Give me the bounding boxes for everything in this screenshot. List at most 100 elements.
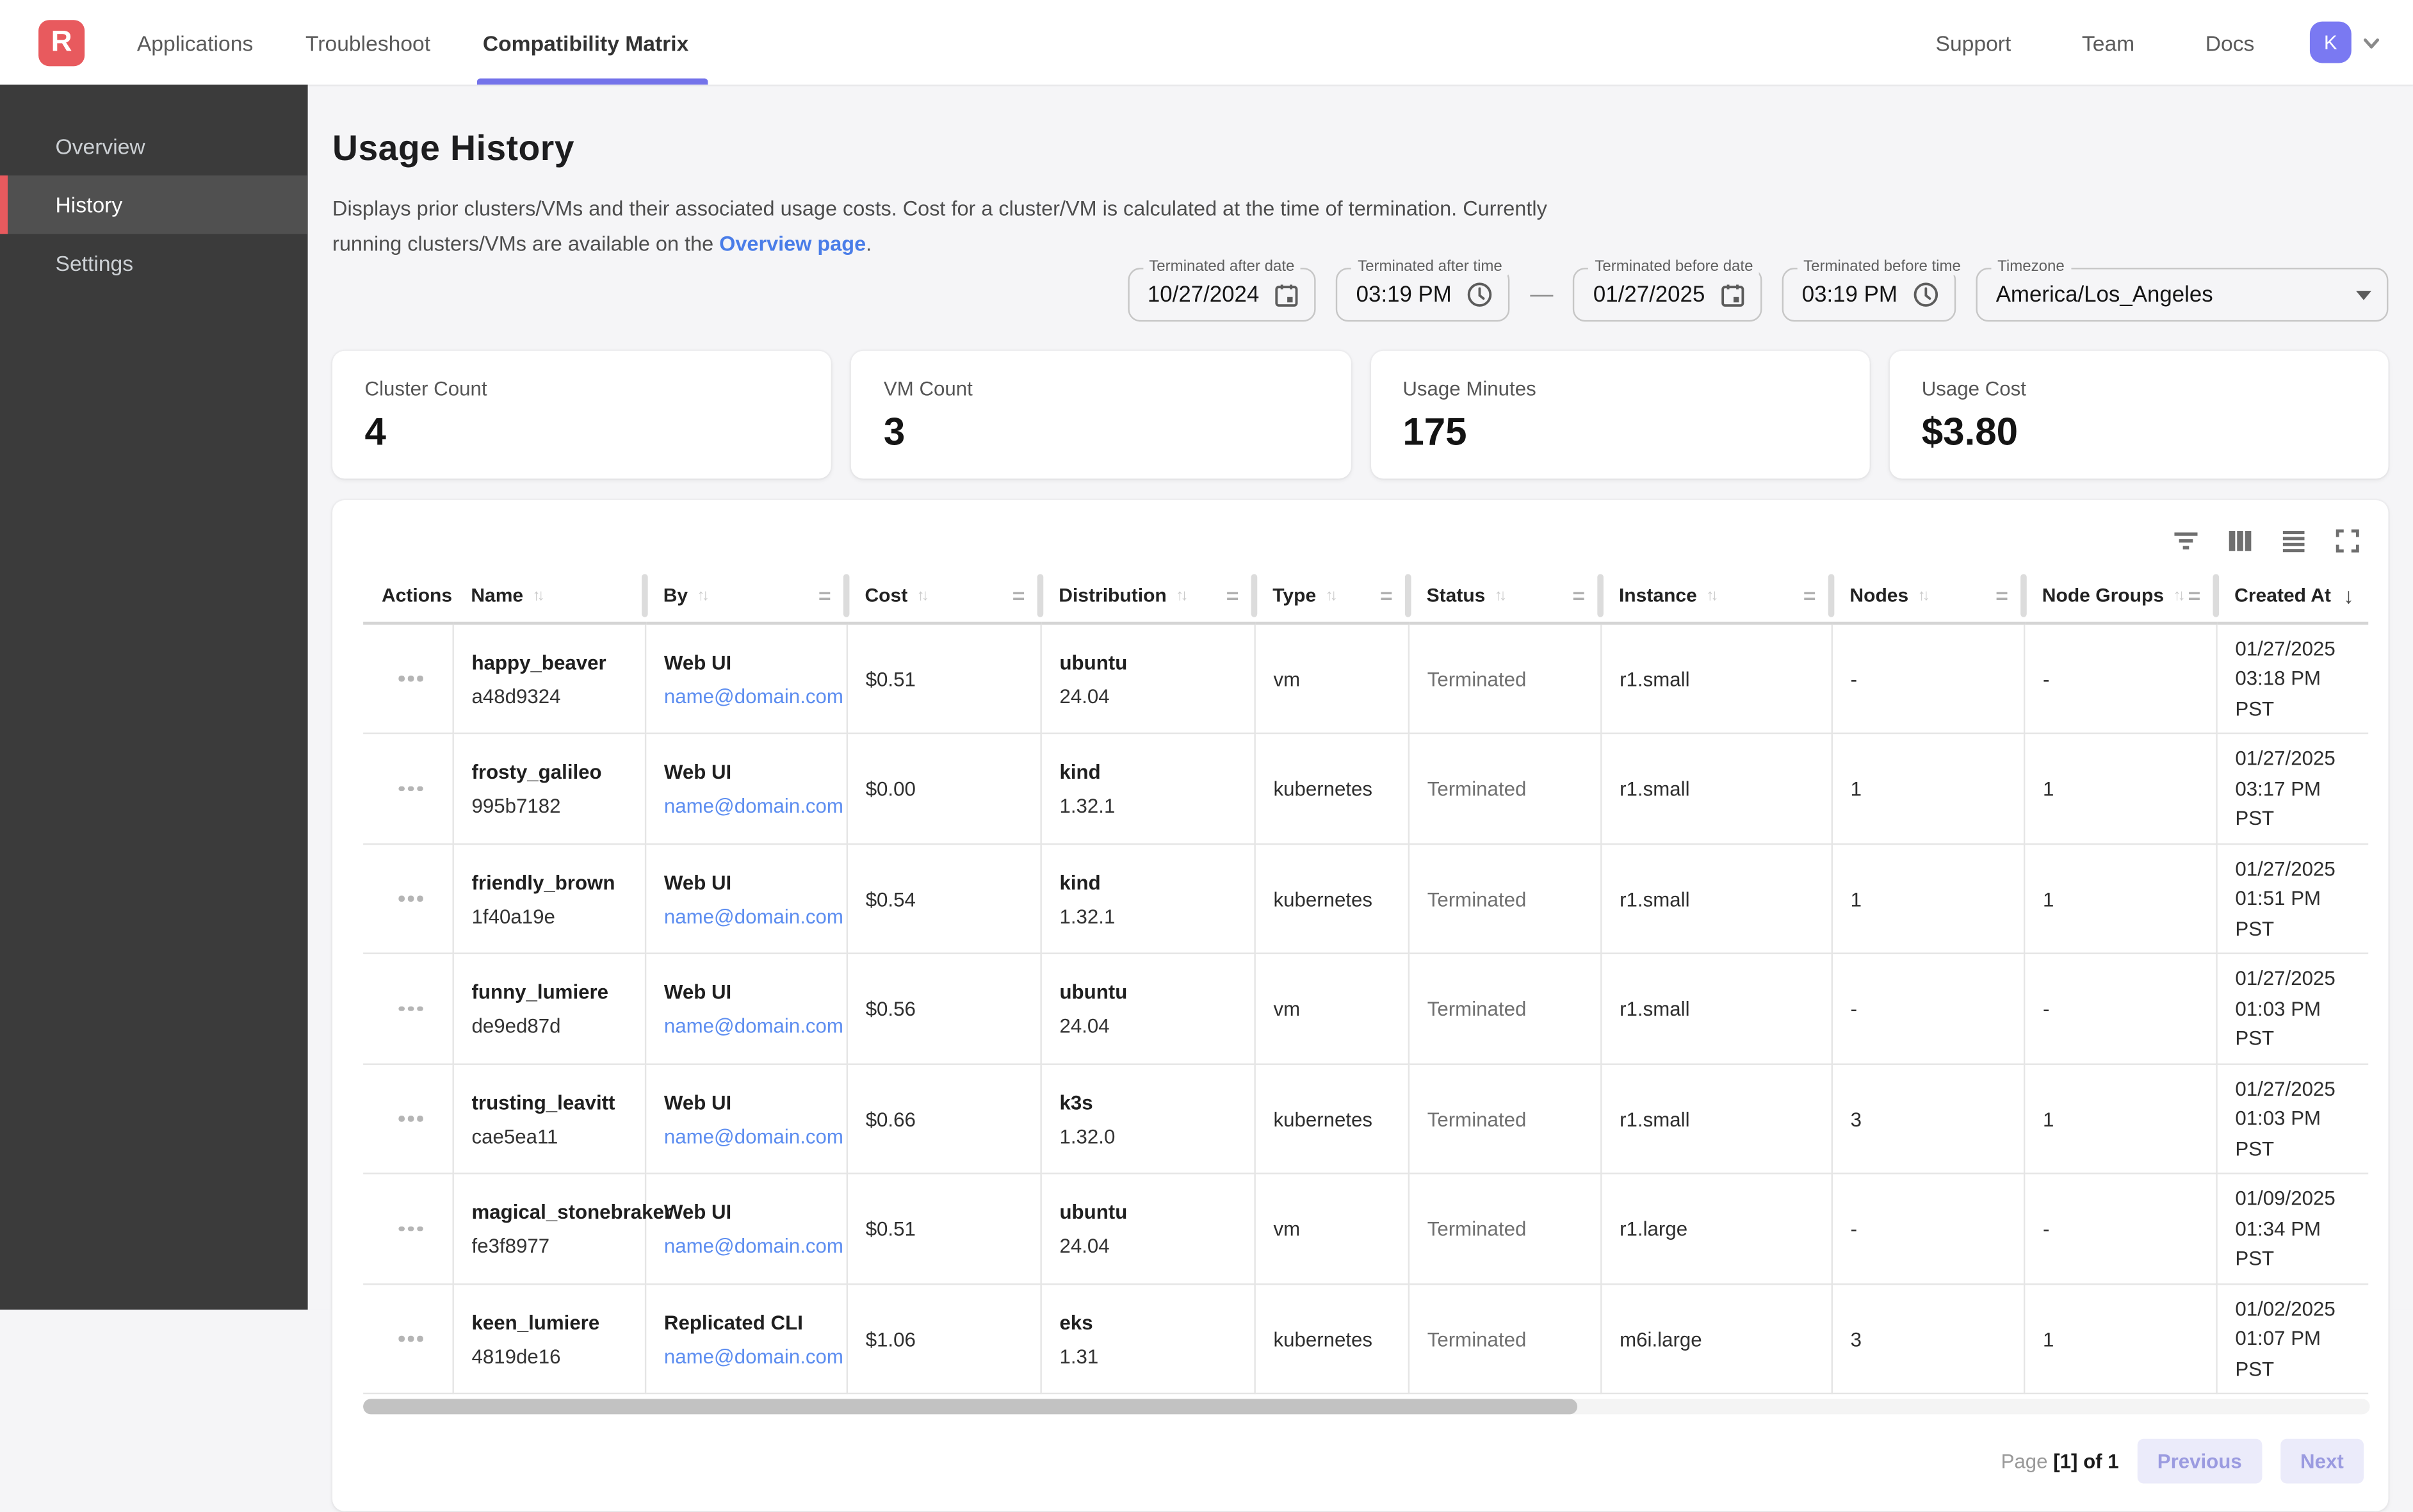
fullscreen-icon[interactable]: [2327, 521, 2366, 561]
sort-icon[interactable]: ↑↓: [697, 588, 706, 605]
date-range-separator: —: [1530, 282, 1553, 308]
replicated-logo[interactable]: R: [38, 19, 85, 65]
team-link[interactable]: Team: [2082, 30, 2134, 54]
sort-icon[interactable]: ↑↓: [1326, 588, 1335, 605]
node-groups-cell: 1: [2024, 1284, 2216, 1394]
terminated-after-date-field[interactable]: Terminated after date 10/27/2024: [1128, 268, 1317, 321]
timezone-select[interactable]: Timezone America/Los_Angeles: [1976, 268, 2388, 321]
column-drag-handle-icon[interactable]: =: [1012, 584, 1031, 608]
nodes-cell: 1: [1832, 734, 2024, 844]
status-cell: Terminated: [1408, 1064, 1600, 1174]
scrollbar-thumb[interactable]: [363, 1399, 1577, 1415]
support-link[interactable]: Support: [1936, 30, 2011, 54]
by-cell: Web UIname@domain.com: [645, 954, 847, 1064]
nodes-cell: -: [1832, 1174, 2024, 1284]
docs-link[interactable]: Docs: [2206, 30, 2255, 54]
column-drag-handle-icon[interactable]: =: [818, 584, 837, 608]
page-description: Displays prior clusters/VMs and their as…: [332, 192, 1563, 263]
terminated-after-time-field[interactable]: Terminated after time 03:19 PM: [1336, 268, 1510, 321]
status-cell: Terminated: [1408, 734, 1600, 844]
cluster-id: de9ed87d: [472, 1014, 632, 1037]
calendar-icon[interactable]: [1274, 282, 1299, 307]
cluster-count-value: 4: [365, 411, 799, 455]
type-cell: vm: [1254, 1174, 1408, 1284]
cluster-id: 1f40a19e: [472, 904, 632, 927]
column-drag-handle-icon[interactable]: =: [2188, 584, 2207, 608]
terminated-after-time-value[interactable]: 03:19 PM: [1356, 282, 1452, 307]
type-cell: kubernetes: [1254, 1284, 1408, 1394]
row-actions-button[interactable]: [382, 1226, 439, 1232]
next-page-button[interactable]: Next: [2280, 1440, 2364, 1484]
user-avatar[interactable]: K: [2310, 22, 2352, 63]
created-by-email-link[interactable]: name@domain.com: [664, 1344, 843, 1367]
created-by-source: Web UI: [664, 1091, 833, 1114]
row-density-icon[interactable]: [2273, 521, 2312, 561]
instance-cell: r1.small: [1600, 954, 1831, 1064]
column-drag-handle-icon[interactable]: =: [1226, 584, 1245, 608]
created-by-email-link[interactable]: name@domain.com: [664, 1014, 843, 1037]
row-actions-button[interactable]: [382, 676, 439, 681]
row-actions-button[interactable]: [382, 1337, 439, 1342]
tab-applications[interactable]: Applications: [137, 0, 293, 85]
created-by-email-link[interactable]: name@domain.com: [664, 1125, 843, 1148]
sidebar-item-settings[interactable]: Settings: [0, 234, 308, 292]
terminated-before-date-field[interactable]: Terminated before date 01/27/2025: [1573, 268, 1762, 321]
sort-icon[interactable]: ↑↓: [917, 588, 926, 605]
node-groups-cell: 1: [2024, 1064, 2216, 1174]
stat-card-usage-cost: Usage Cost $3.80: [1889, 351, 2388, 478]
cluster-id: a48d9324: [472, 684, 632, 707]
sort-icon[interactable]: ↑↓: [1706, 588, 1715, 605]
created-by-email-link[interactable]: name@domain.com: [664, 1235, 843, 1258]
cluster-name: friendly_brown: [472, 870, 632, 893]
status-cell: Terminated: [1408, 844, 1600, 954]
show-hide-columns-icon[interactable]: [2219, 521, 2259, 561]
sort-icon[interactable]: ↑↓: [533, 588, 542, 605]
sort-icon[interactable]: ↑↓: [1176, 588, 1185, 605]
sidebar-item-overview[interactable]: Overview: [0, 117, 308, 175]
calendar-icon[interactable]: [1720, 282, 1744, 307]
tab-compatibility-matrix[interactable]: Compatibility Matrix: [483, 0, 729, 85]
row-actions-button[interactable]: [382, 1116, 439, 1121]
terminated-before-time-field[interactable]: Terminated before time 03:19 PM: [1782, 268, 1956, 321]
table-row: trusting_leavittcae5ea11 Web UIname@doma…: [363, 1064, 2368, 1174]
column-drag-handle-icon[interactable]: =: [1803, 584, 1822, 608]
created-by-source: Web UI: [664, 870, 833, 893]
filter-icon[interactable]: [2165, 521, 2205, 561]
overview-page-link[interactable]: Overview page: [719, 232, 866, 256]
top-navigation: R Applications Troubleshoot Compatibilit…: [0, 0, 2413, 85]
column-drag-handle-icon[interactable]: =: [1380, 584, 1399, 608]
column-drag-handle-icon[interactable]: =: [1995, 584, 2014, 608]
cost-cell: $0.54: [847, 844, 1041, 954]
actions-cell: [363, 1284, 452, 1394]
clock-icon[interactable]: [1913, 282, 1939, 308]
previous-page-button[interactable]: Previous: [2138, 1440, 2262, 1484]
node-groups-cell: -: [2024, 623, 2216, 734]
sort-icon[interactable]: ↑↓: [2173, 588, 2182, 605]
column-drag-handle-icon[interactable]: =: [1572, 584, 1591, 608]
row-actions-button[interactable]: [382, 786, 439, 792]
page-indicator: Page [1] of 1: [2001, 1451, 2119, 1474]
clock-icon[interactable]: [1467, 282, 1493, 308]
terminated-before-date-value[interactable]: 01/27/2025: [1593, 282, 1705, 307]
created-by-email-link[interactable]: name@domain.com: [664, 904, 843, 927]
horizontal-scrollbar[interactable]: [363, 1399, 2370, 1415]
column-header-nodes: Nodes↑↓=: [1832, 571, 2024, 623]
sort-icon[interactable]: ↑↓: [1918, 588, 1927, 605]
tab-troubleshoot[interactable]: Troubleshoot: [305, 0, 471, 85]
row-actions-button[interactable]: [382, 1006, 439, 1011]
sort-icon[interactable]: ↑↓: [1495, 588, 1504, 605]
chevron-down-icon[interactable]: [2360, 31, 2382, 53]
cost-cell: $1.06: [847, 1284, 1041, 1394]
stat-card-cluster-count: Cluster Count 4: [332, 351, 831, 478]
row-actions-button[interactable]: [382, 896, 439, 901]
type-cell: kubernetes: [1254, 734, 1408, 844]
created-by-email-link[interactable]: name@domain.com: [664, 684, 843, 707]
terminated-after-date-value[interactable]: 10/27/2024: [1148, 282, 1259, 307]
sort-desc-icon[interactable]: ↓: [2343, 584, 2354, 608]
distribution-name: ubuntu: [1059, 980, 1241, 1004]
sidebar-item-history[interactable]: History: [0, 175, 308, 234]
dropdown-arrow-icon[interactable]: [2356, 290, 2371, 299]
terminated-before-time-value[interactable]: 03:19 PM: [1802, 282, 1897, 307]
created-date: 01/27/2025: [2235, 964, 2356, 994]
created-by-email-link[interactable]: name@domain.com: [664, 794, 843, 817]
